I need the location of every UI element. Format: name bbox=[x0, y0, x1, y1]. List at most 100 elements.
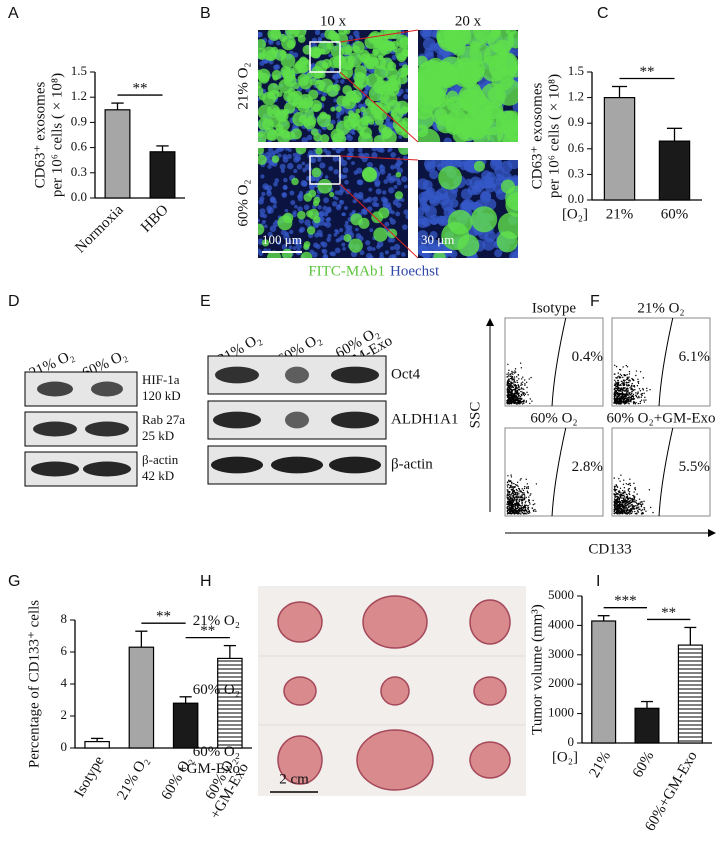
event bbox=[518, 495, 520, 497]
event bbox=[623, 398, 625, 401]
fitc-signal bbox=[396, 52, 407, 63]
x-tick-label: 60% bbox=[661, 206, 689, 222]
fitc-signal bbox=[432, 92, 449, 108]
event bbox=[519, 498, 521, 501]
event bbox=[519, 362, 522, 364]
event bbox=[615, 397, 618, 399]
event bbox=[615, 492, 617, 494]
nucleus bbox=[294, 155, 302, 162]
nucleus bbox=[297, 206, 303, 212]
event bbox=[621, 492, 623, 494]
nucleus bbox=[339, 184, 344, 189]
event bbox=[514, 400, 516, 403]
event bbox=[615, 505, 618, 507]
event bbox=[634, 505, 636, 507]
fitc-signal bbox=[344, 46, 352, 54]
event bbox=[629, 499, 631, 501]
nucleus bbox=[268, 59, 274, 65]
event bbox=[506, 384, 508, 386]
event bbox=[629, 391, 631, 394]
event bbox=[616, 388, 618, 390]
event bbox=[507, 372, 510, 374]
event bbox=[527, 512, 530, 514]
event bbox=[618, 375, 620, 377]
event bbox=[517, 394, 520, 397]
bar bbox=[677, 644, 703, 744]
nucleus bbox=[371, 201, 378, 207]
nucleus bbox=[279, 163, 286, 170]
event bbox=[616, 493, 618, 495]
fitc-signal bbox=[275, 123, 284, 133]
event bbox=[622, 387, 624, 389]
event bbox=[622, 389, 624, 391]
event bbox=[514, 486, 516, 489]
fitc-signal bbox=[471, 206, 498, 233]
band bbox=[329, 456, 381, 474]
event bbox=[515, 403, 517, 405]
nucleus bbox=[405, 88, 408, 93]
event bbox=[507, 389, 510, 391]
nucleus bbox=[306, 134, 313, 141]
nucleus bbox=[365, 252, 373, 258]
fitc-signal bbox=[340, 70, 348, 78]
event bbox=[631, 377, 633, 380]
nucleus bbox=[323, 148, 328, 153]
nucleus bbox=[328, 53, 332, 58]
fitc-signal bbox=[310, 128, 319, 136]
event bbox=[512, 401, 514, 404]
event bbox=[634, 388, 636, 391]
event bbox=[507, 498, 509, 500]
event bbox=[514, 391, 516, 394]
nucleus bbox=[366, 245, 373, 252]
nucleus bbox=[362, 199, 367, 203]
tumor bbox=[473, 676, 507, 706]
event bbox=[512, 394, 515, 396]
fitc-signal bbox=[258, 154, 267, 165]
event bbox=[620, 508, 623, 510]
nucleus bbox=[323, 253, 328, 258]
fitc-signal bbox=[380, 57, 394, 71]
nucleus bbox=[345, 226, 350, 232]
event bbox=[514, 388, 516, 390]
event bbox=[509, 398, 512, 400]
event bbox=[529, 494, 531, 497]
event bbox=[521, 488, 523, 490]
fitc-signal bbox=[258, 130, 265, 138]
nucleus bbox=[297, 194, 302, 199]
event bbox=[624, 490, 626, 492]
fitc-signal bbox=[258, 68, 271, 82]
nucleus bbox=[292, 210, 297, 215]
event bbox=[639, 503, 641, 505]
event bbox=[517, 384, 519, 386]
event bbox=[633, 499, 636, 501]
event bbox=[527, 491, 529, 494]
event bbox=[515, 381, 517, 383]
event bbox=[622, 384, 625, 387]
event bbox=[630, 388, 632, 390]
event bbox=[511, 376, 513, 378]
event bbox=[533, 510, 535, 513]
event bbox=[629, 484, 632, 487]
nucleus bbox=[333, 169, 339, 175]
event bbox=[627, 506, 629, 509]
event bbox=[510, 510, 512, 512]
event bbox=[518, 385, 520, 387]
nucleus bbox=[314, 30, 321, 36]
event bbox=[637, 392, 639, 394]
zoom-box bbox=[309, 155, 341, 185]
event bbox=[624, 500, 627, 503]
event bbox=[615, 385, 618, 388]
band bbox=[213, 411, 261, 429]
event bbox=[526, 483, 529, 485]
nucleus bbox=[309, 249, 315, 255]
nucleus bbox=[344, 179, 349, 185]
nucleus bbox=[351, 161, 355, 166]
event bbox=[627, 402, 629, 404]
event bbox=[506, 388, 509, 391]
event bbox=[514, 384, 517, 386]
fitc-signal bbox=[319, 134, 330, 142]
event bbox=[513, 372, 516, 374]
event bbox=[519, 479, 521, 481]
nucleus bbox=[449, 198, 459, 208]
